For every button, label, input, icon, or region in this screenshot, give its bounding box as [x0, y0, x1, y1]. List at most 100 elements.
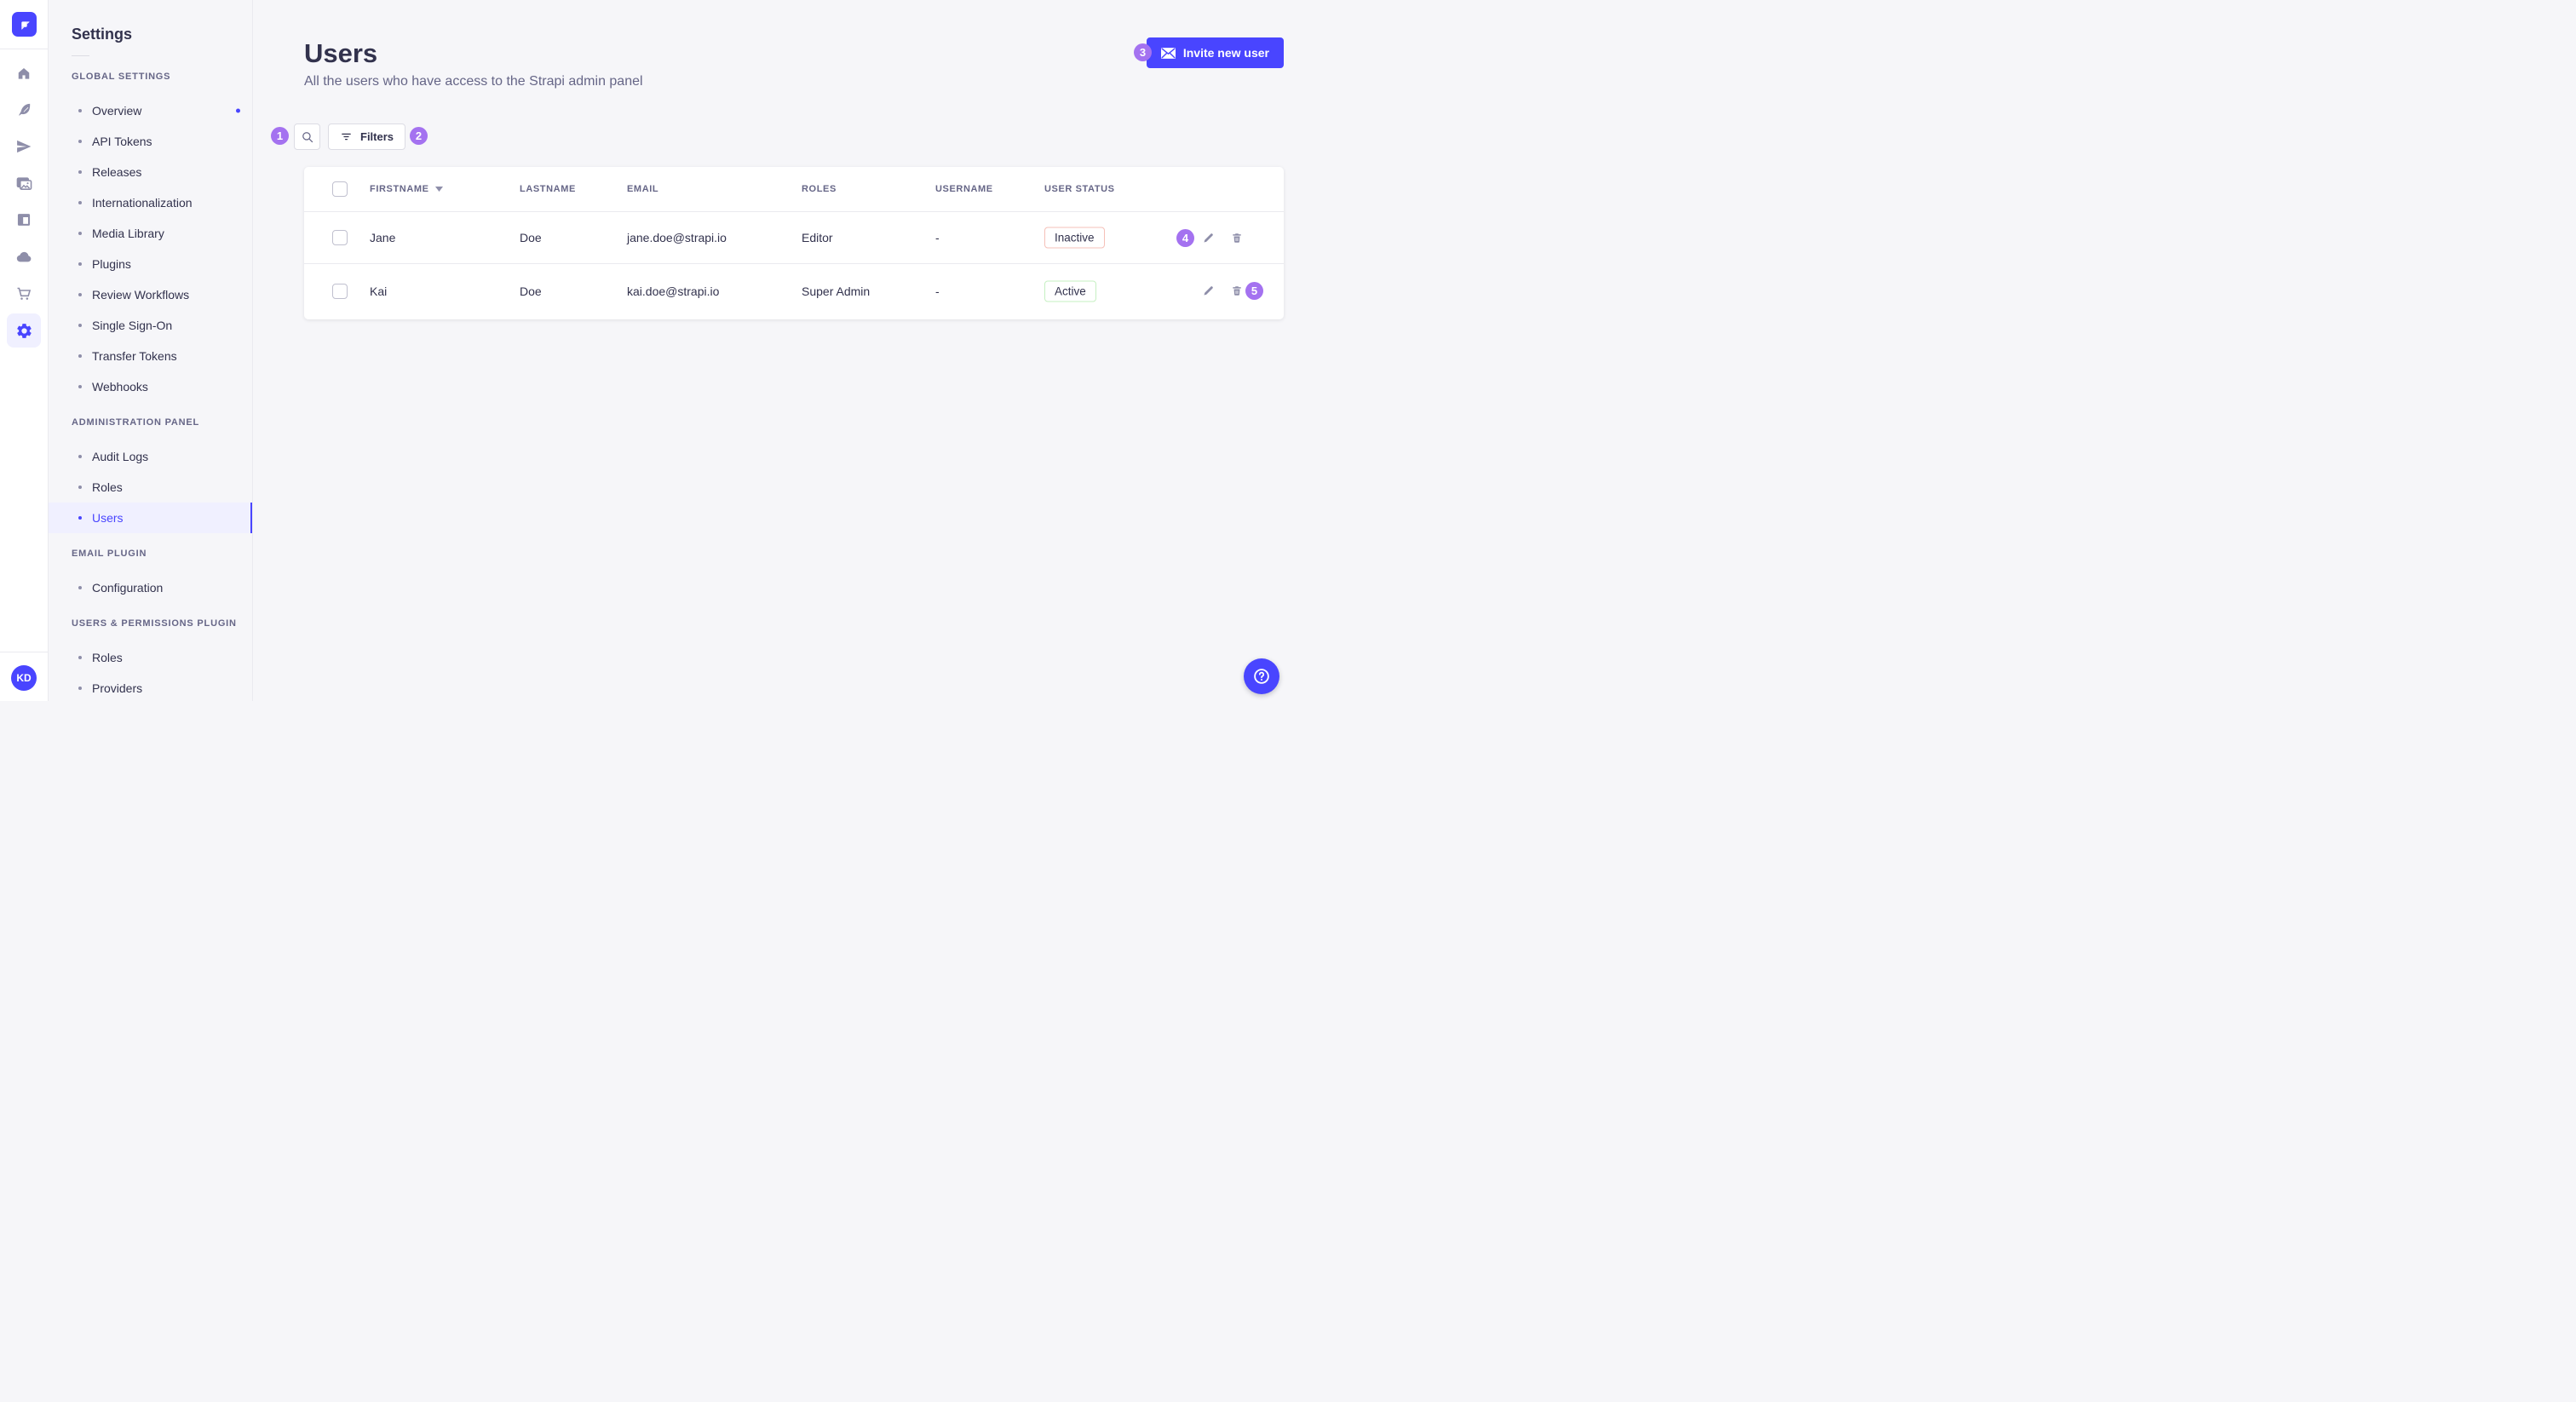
strapi-admin-settings-users-page: KD Settings GLOBAL SETTINGS Overview API…: [0, 0, 1288, 701]
sidebar-item-internationalization[interactable]: Internationalization: [49, 187, 252, 218]
row-checkbox[interactable]: [332, 283, 348, 299]
nav-home-button[interactable]: [7, 56, 41, 90]
section-label-global-settings: GLOBAL SETTINGS: [72, 72, 171, 82]
row-checkbox[interactable]: [332, 230, 348, 245]
strapi-logo-mark: [21, 21, 30, 30]
page-subtitle: All the users who have access to the Str…: [304, 74, 643, 89]
sidebar-title-divider: [72, 55, 89, 56]
shopping-cart-icon: [17, 287, 32, 300]
sidebar-title: Settings: [72, 26, 133, 43]
nav-content-manager-button[interactable]: [7, 203, 41, 237]
users-table: FIRSTNAME LASTNAME EMAIL ROLES USERNAME …: [304, 167, 1284, 319]
column-header-roles[interactable]: ROLES: [802, 184, 837, 194]
bullet-dot: [78, 324, 82, 327]
select-all-checkbox[interactable]: [332, 181, 348, 197]
invite-new-user-button[interactable]: Invite new user: [1146, 37, 1284, 68]
cell-email: kai.doe@strapi.io: [627, 284, 720, 298]
bullet-dot: [78, 293, 82, 296]
section-label-administration-panel: ADMINISTRATION PANEL: [72, 417, 200, 428]
pencil-icon: [1204, 233, 1213, 242]
bullet-dot: [78, 170, 82, 174]
cell-roles: Editor: [802, 231, 833, 244]
layout-panel-icon: [17, 214, 31, 226]
bullet-dot: [78, 201, 82, 204]
sidebar-item-email-configuration[interactable]: Configuration: [49, 572, 252, 603]
nav-deploy-button[interactable]: [7, 129, 41, 164]
sidebar-item-up-roles[interactable]: Roles: [49, 642, 252, 673]
main-content: Users All the users who have access to t…: [253, 0, 1288, 701]
nav-media-library-button[interactable]: [7, 166, 41, 200]
bullet-dot: [78, 354, 82, 358]
notification-dot: [236, 108, 240, 113]
sidebar-item-up-providers[interactable]: Providers: [49, 673, 252, 701]
table-row-jane-doe[interactable]: Jane Doe jane.doe@strapi.io Editor - Ina…: [304, 212, 1284, 264]
bullet-dot: [78, 586, 82, 589]
filters-label: Filters: [360, 130, 394, 143]
sidebar-item-api-tokens[interactable]: API Tokens: [49, 126, 252, 157]
column-header-user-status[interactable]: USER STATUS: [1044, 184, 1115, 194]
bullet-dot: [78, 232, 82, 235]
section-label-email-plugin: EMAIL PLUGIN: [72, 549, 147, 559]
table-row-kai-doe[interactable]: Kai Doe kai.doe@strapi.io Super Admin - …: [304, 264, 1284, 318]
sidebar-item-webhooks[interactable]: Webhooks: [49, 371, 252, 402]
annotation-mark-3: 3: [1134, 43, 1152, 61]
cell-email: jane.doe@strapi.io: [627, 231, 727, 244]
nav-cloud-button[interactable]: [7, 240, 41, 274]
delete-user-button[interactable]: [1225, 226, 1249, 250]
sidebar-item-media-library[interactable]: Media Library: [49, 218, 252, 249]
sidebar-item-review-workflows[interactable]: Review Workflows: [49, 279, 252, 310]
status-badge-inactive: Inactive: [1044, 227, 1105, 249]
feather-icon: [19, 103, 31, 116]
cell-roles: Super Admin: [802, 284, 871, 298]
sidebar-item-audit-logs[interactable]: Audit Logs: [49, 441, 252, 472]
annotation-mark-2: 2: [410, 127, 428, 145]
strapi-logo[interactable]: [12, 12, 37, 37]
nav-settings-button[interactable]: [7, 313, 41, 348]
sidebar-item-plugins[interactable]: Plugins: [49, 249, 252, 279]
trash-icon: [1233, 233, 1241, 243]
bullet-dot: [78, 656, 82, 659]
annotation-mark-1: 1: [271, 127, 289, 145]
edit-user-button[interactable]: [1196, 226, 1220, 250]
sidebar-item-overview[interactable]: Overview: [49, 95, 252, 126]
nav-content-type-builder-button[interactable]: [7, 93, 41, 127]
bullet-dot: [78, 109, 82, 112]
bullet-dot: [78, 687, 82, 690]
sidebar-item-admin-roles[interactable]: Roles: [49, 472, 252, 503]
search-button[interactable]: [294, 124, 320, 150]
sidebar-item-releases[interactable]: Releases: [49, 157, 252, 187]
column-header-firstname[interactable]: FIRSTNAME: [370, 184, 443, 194]
filters-button[interactable]: Filters: [328, 124, 406, 150]
settings-sidebar: Settings GLOBAL SETTINGS Overview API To…: [49, 0, 253, 701]
envelope-icon: [1160, 47, 1176, 59]
column-header-username[interactable]: USERNAME: [935, 184, 993, 194]
user-avatar[interactable]: KD: [11, 665, 37, 691]
main-nav-rail: KD: [0, 0, 49, 701]
sidebar-item-admin-users[interactable]: Users: [49, 503, 252, 533]
invite-new-user-label: Invite new user: [1182, 46, 1269, 60]
sidebar-item-single-sign-on[interactable]: Single Sign-On: [49, 310, 252, 341]
sidebar-item-transfer-tokens[interactable]: Transfer Tokens: [49, 341, 252, 371]
bullet-dot: [78, 486, 82, 489]
home-icon: [18, 68, 30, 79]
annotation-mark-4: 4: [1176, 229, 1194, 247]
bullet-dot: [78, 455, 82, 458]
page-title: Users: [304, 38, 378, 68]
paper-plane-icon: [17, 140, 32, 153]
column-header-lastname[interactable]: LASTNAME: [520, 184, 576, 194]
user-avatar-initials: KD: [16, 672, 32, 684]
cell-username: -: [935, 284, 940, 298]
nav-marketplace-button[interactable]: [7, 277, 41, 311]
status-badge-active: Active: [1044, 280, 1096, 302]
question-mark-icon: [1254, 669, 1269, 684]
column-header-email[interactable]: EMAIL: [627, 184, 659, 194]
edit-user-button[interactable]: [1196, 279, 1220, 303]
pencil-icon: [1204, 286, 1213, 296]
filter-icon: [342, 133, 351, 141]
media-images-icon: [16, 176, 32, 190]
bullet-dot: [78, 516, 82, 520]
help-button[interactable]: [1244, 658, 1279, 694]
bullet-dot: [78, 385, 82, 388]
delete-user-button[interactable]: [1225, 279, 1249, 303]
cell-firstname: Kai: [370, 284, 388, 298]
